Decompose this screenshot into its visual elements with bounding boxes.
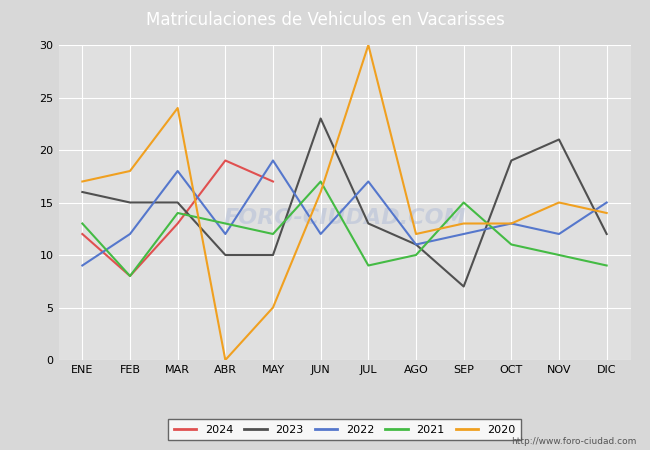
Legend: 2024, 2023, 2022, 2021, 2020: 2024, 2023, 2022, 2021, 2020 [168,419,521,440]
Text: FORO-CIUDAD.COM: FORO-CIUDAD.COM [223,208,466,228]
Text: Matriculaciones de Vehiculos en Vacarisses: Matriculaciones de Vehiculos en Vacariss… [146,11,504,29]
Text: http://www.foro-ciudad.com: http://www.foro-ciudad.com [512,436,637,446]
